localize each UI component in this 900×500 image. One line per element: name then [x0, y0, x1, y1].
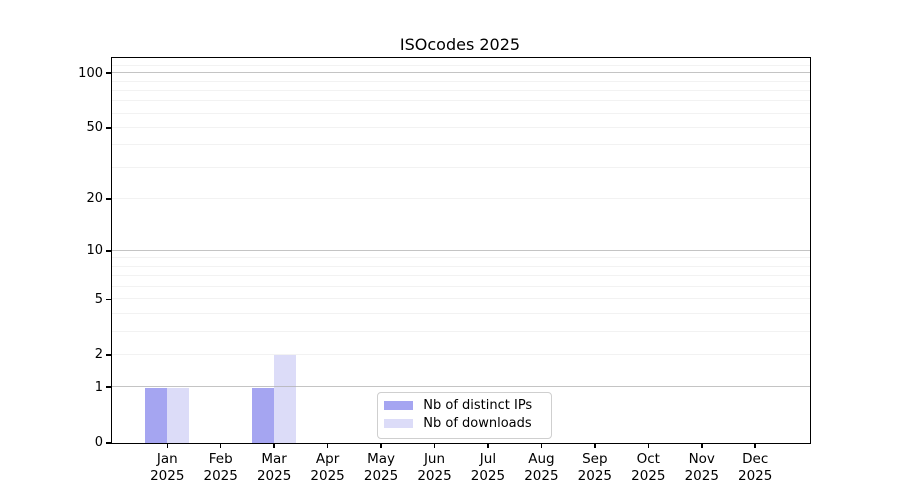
x-tick [647, 442, 650, 448]
x-tick-year: 2025 [577, 468, 613, 484]
y-tick-label: 50 [86, 120, 103, 136]
x-tick-year: 2025 [150, 468, 185, 484]
x-tick [219, 442, 222, 448]
x-tick [754, 442, 756, 448]
x-tick [701, 442, 703, 448]
x-tick-label: Aug 2025 [506, 451, 576, 486]
y-tick [105, 298, 111, 301]
x-tick-label: Sep 2025 [560, 451, 630, 486]
x-tick [380, 442, 382, 448]
x-tick-month: Sep [582, 450, 608, 467]
x-tick-label: Apr 2025 [293, 451, 363, 486]
x-tick-month: Aug [528, 450, 555, 467]
y-tick [105, 442, 111, 444]
legend-label: Nb of downloads [423, 416, 532, 432]
bar-nb-of-downloads [273, 355, 296, 444]
x-tick-year: 2025 [470, 468, 506, 484]
x-tick-label: Feb 2025 [186, 451, 256, 486]
y-tick-label: 1 [94, 379, 103, 395]
legend-label: Nb of distinct IPs [423, 398, 533, 414]
legend-item: Nb of distinct IPs [384, 397, 551, 415]
x-tick-label: Dec 2025 [720, 451, 790, 486]
x-tick-year: 2025 [417, 468, 452, 484]
x-tick-year: 2025 [363, 468, 399, 484]
x-tick-label: Nov 2025 [667, 451, 737, 486]
x-tick-label: Jun 2025 [400, 451, 470, 486]
x-tick [166, 442, 168, 448]
x-tick-year: 2025 [256, 468, 292, 484]
x-tick-label: Jan 2025 [132, 451, 202, 486]
y-tick [105, 72, 111, 74]
y-tick [105, 354, 111, 356]
x-tick-label: May 2025 [346, 451, 416, 486]
x-tick [433, 442, 436, 448]
bar-nb-of-distinct-ips [144, 387, 167, 444]
y-tick-label: 10 [86, 243, 103, 259]
x-tick-month: Jan [156, 450, 178, 467]
legend-swatch-nb-of-distinct-ips [384, 401, 414, 411]
x-tick-month: Jul [479, 450, 497, 467]
x-tick-label: Oct 2025 [613, 451, 683, 486]
x-tick-year: 2025 [310, 468, 345, 484]
x-tick-year: 2025 [524, 468, 559, 484]
x-tick-label: Mar 2025 [239, 451, 309, 486]
y-tick-label: 20 [86, 191, 103, 207]
x-tick [540, 442, 543, 448]
legend-item: Nb of downloads [384, 415, 551, 433]
y-tick-label: 2 [94, 347, 103, 363]
y-tick [105, 250, 111, 252]
y-tick [105, 198, 111, 200]
x-tick-year: 2025 [684, 468, 719, 484]
y-tick-label: 100 [78, 65, 103, 81]
x-tick-month: Jun [423, 450, 446, 467]
bars-layer [112, 58, 810, 444]
x-tick [594, 442, 596, 448]
y-tick-label: 0 [94, 435, 103, 451]
bar-nb-of-distinct-ips [251, 387, 274, 444]
y-tick [105, 127, 111, 129]
x-tick [273, 442, 275, 448]
x-tick-month: Feb [208, 450, 233, 467]
chart-title: ISOcodes 2025 [399, 35, 521, 54]
plot-area: Nb of distinct IPs Nb of downloads [110, 57, 811, 445]
x-tick-month: Nov [688, 450, 715, 467]
x-tick-month: May [367, 450, 395, 467]
x-tick-month: Apr [315, 450, 340, 467]
x-tick-year: 2025 [738, 468, 773, 484]
legend: Nb of distinct IPs Nb of downloads [377, 391, 553, 439]
x-tick-year: 2025 [631, 468, 666, 484]
x-tick [487, 442, 489, 448]
bar-nb-of-downloads [166, 387, 189, 444]
x-tick-month: Oct [636, 450, 660, 467]
x-tick-label: Jul 2025 [453, 451, 523, 486]
y-tick-label: 5 [94, 291, 103, 307]
x-tick-month: Mar [261, 450, 287, 467]
x-tick [326, 442, 329, 448]
x-tick-month: Dec [742, 450, 769, 467]
x-tick-year: 2025 [203, 468, 238, 484]
legend-swatch-nb-of-downloads [384, 419, 414, 429]
y-tick [105, 386, 111, 388]
